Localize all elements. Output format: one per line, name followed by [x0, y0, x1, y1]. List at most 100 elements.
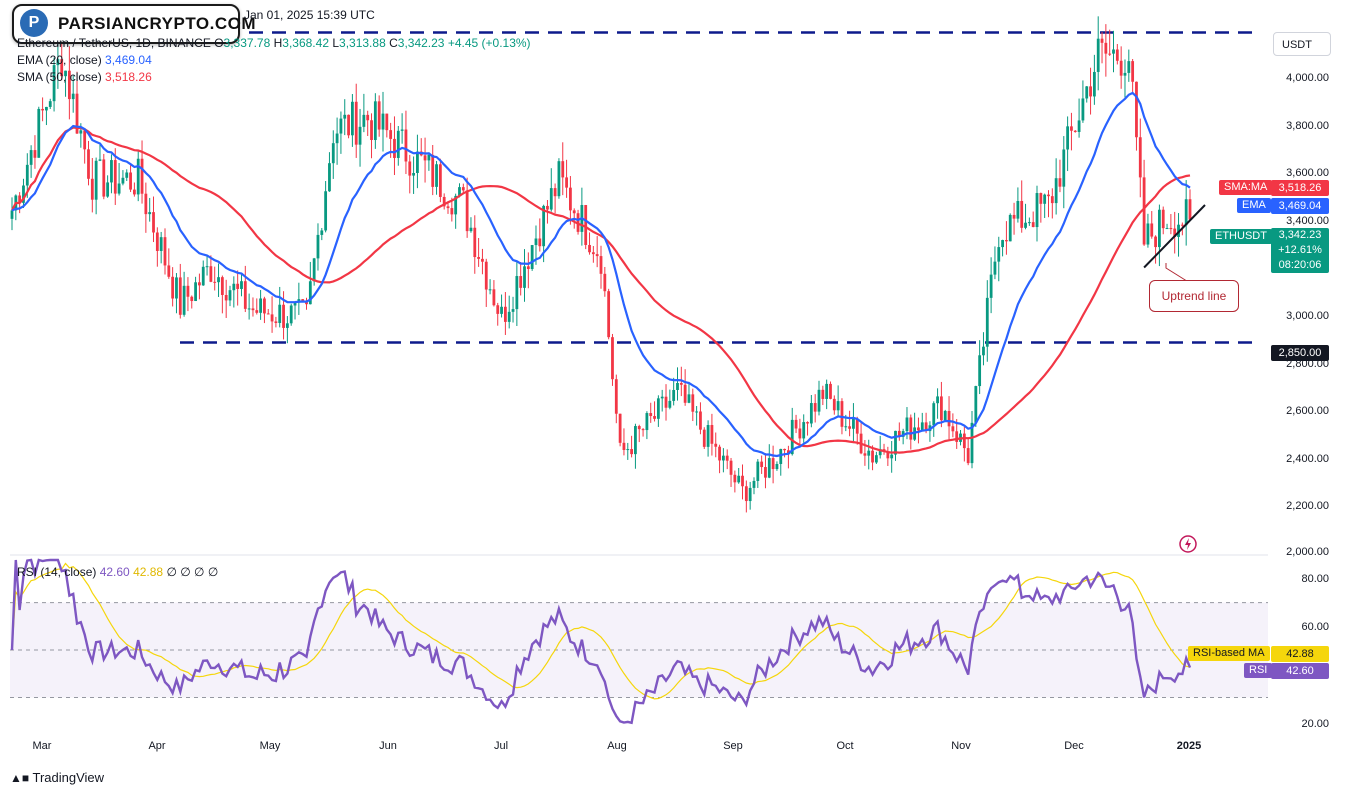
candle-body: [943, 410, 947, 421]
candle-body: [240, 281, 243, 289]
candle-body: [794, 419, 798, 429]
candle-body: [274, 321, 278, 323]
low-label: L: [332, 36, 340, 50]
legend-ema-row[interactable]: EMA (20, close) 3,469.04: [17, 53, 152, 67]
candle-body: [790, 419, 794, 455]
candle-body: [553, 188, 557, 197]
candle-body: [167, 265, 171, 277]
candle-body: [1058, 178, 1062, 187]
candle-body: [37, 108, 41, 158]
candle-body: [308, 281, 312, 305]
candle-body: [22, 185, 25, 203]
candle-body: [920, 422, 924, 431]
legend-symbol-row[interactable]: Ethereum / TetherUS, 1D, BINANCE O3,337.…: [17, 36, 531, 50]
candle-body: [442, 196, 446, 207]
candle-body: [871, 450, 874, 463]
candle-body: [844, 426, 848, 428]
candle-body: [339, 118, 343, 134]
candle-body: [687, 394, 691, 403]
candle-body: [546, 205, 549, 210]
candle-body: [783, 448, 786, 451]
tradingview-brand: TradingView: [32, 770, 105, 785]
candle-body: [435, 164, 438, 187]
time-axis-label: Sep: [723, 740, 743, 752]
candle-body: [1158, 209, 1161, 248]
rsi-axis-label: 20.00: [1301, 718, 1329, 730]
candle-body: [607, 291, 611, 338]
candle-body: [251, 308, 255, 311]
candle-body: [909, 417, 913, 440]
candle-body: [947, 410, 951, 427]
rsi-band-background: [10, 602, 1268, 698]
candle-body: [270, 314, 274, 322]
candle-body: [618, 413, 622, 443]
candle-body: [829, 383, 832, 399]
candle-body: [936, 396, 939, 404]
price-axis-label: 4,000.00: [1286, 72, 1329, 84]
candle-body: [278, 304, 282, 323]
candle-body: [236, 283, 240, 289]
candle-body: [1131, 61, 1135, 82]
candle-body: [775, 463, 779, 470]
price-axis-label: 2,400.00: [1286, 453, 1329, 465]
candle-body: [748, 487, 752, 502]
candle-body: [90, 178, 94, 200]
candle-body: [1077, 120, 1081, 132]
candle-body: [874, 455, 878, 463]
rsi-legend[interactable]: RSI (14, close) 42.60 42.88 ∅ ∅ ∅ ∅: [17, 565, 218, 579]
candle-body: [565, 177, 568, 188]
candle-body: [56, 59, 60, 66]
candle-body: [978, 355, 982, 387]
time-axis-label: Jun: [379, 740, 397, 752]
candle-body: [171, 276, 175, 299]
candle-body: [503, 306, 507, 322]
candle-body: [1066, 126, 1070, 150]
rsi-ma-line: [11, 562, 1191, 700]
candle-body: [806, 422, 809, 424]
candle-body: [951, 426, 955, 432]
candle-body: [354, 101, 358, 145]
ema-value: 3,469.04: [105, 53, 152, 67]
candle-body: [175, 277, 178, 299]
candle-body: [347, 114, 350, 136]
uptrend-line-callout[interactable]: Uptrend line: [1149, 280, 1239, 312]
candle-body: [591, 252, 595, 255]
candle-body: [939, 396, 943, 421]
candle-body: [1165, 228, 1169, 230]
candle-body: [572, 210, 576, 214]
candle-body: [836, 401, 840, 411]
open-label: O: [214, 36, 224, 50]
candle-body: [316, 234, 320, 259]
currency-button[interactable]: USDT: [1273, 32, 1331, 56]
candle-body: [821, 389, 825, 399]
candle-body: [970, 422, 974, 464]
candle-body: [87, 149, 90, 179]
close-value: 3,342.23: [397, 36, 445, 50]
candle-body: [213, 281, 217, 283]
candle-body: [542, 205, 546, 247]
lightning-icon[interactable]: [1178, 534, 1198, 554]
candle-body: [985, 297, 989, 347]
candle-body: [1050, 196, 1054, 204]
candle-body: [584, 205, 588, 245]
candle-body: [18, 195, 22, 203]
candle-body: [488, 289, 492, 291]
uptrend-line: [1143, 204, 1206, 269]
candle-body: [285, 323, 289, 328]
candle-body: [867, 450, 871, 456]
candle-body: [25, 164, 29, 186]
candle-body: [205, 266, 209, 268]
candle-body: [243, 281, 247, 309]
candle-body: [760, 461, 764, 468]
time-axis-label: Jul: [493, 740, 509, 752]
candle-body: [190, 296, 194, 302]
candle-body: [767, 458, 771, 478]
candle-body: [771, 458, 775, 470]
tradingview-logo[interactable]: ▲■ TradingView: [10, 770, 104, 785]
low-value: 3,313.88: [339, 36, 386, 50]
legend-sma-row[interactable]: SMA (50, close) 3,518.26: [17, 70, 152, 84]
candle-body: [878, 449, 882, 456]
symbol-tag-name: ETHUSDT: [1215, 230, 1267, 242]
candle-body: [1062, 149, 1066, 187]
